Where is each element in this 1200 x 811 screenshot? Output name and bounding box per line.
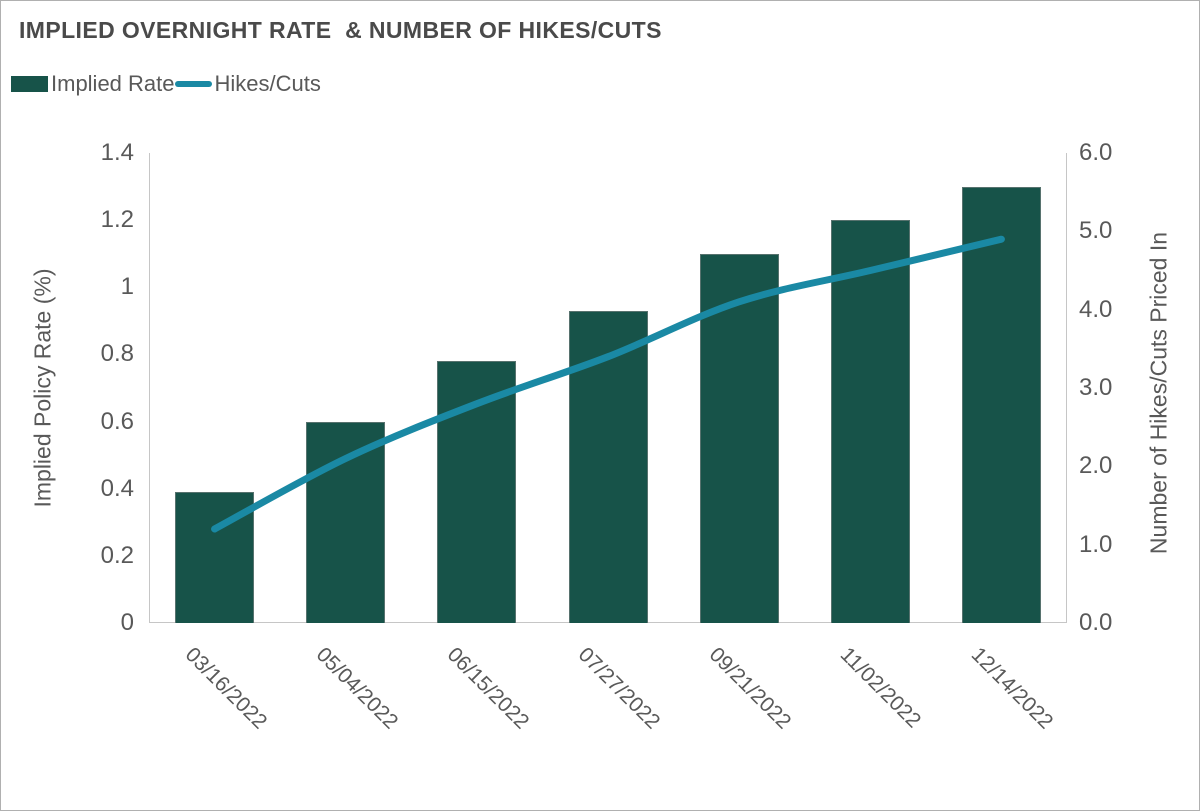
right-axis-tick: 0.0	[1079, 609, 1113, 636]
right-axis-tick: 2.0	[1079, 452, 1113, 480]
x-axis-tick: 09/21/2022	[704, 643, 796, 734]
left-axis-tick: 0.6	[100, 407, 134, 435]
right-axis-tick: 6.0	[1079, 139, 1113, 166]
legend-item-hikes-cuts: Hikes/Cuts	[174, 71, 321, 97]
line-series-hikes-cuts	[211, 235, 1005, 533]
x-axis-tick: 07/27/2022	[573, 643, 665, 734]
right-axis-tick: 3.0	[1079, 374, 1113, 401]
plot-area	[149, 153, 1067, 623]
left-axis-tick: 0.4	[100, 474, 134, 502]
hikes-cuts-swatch-icon	[174, 81, 212, 87]
right-axis-tick: 5.0	[1079, 217, 1113, 245]
right-axis-line	[1066, 153, 1067, 623]
left-axis-tick: 0	[120, 609, 134, 636]
x-axis-tick: 03/16/2022	[180, 643, 271, 734]
x-axis-tick: 05/04/2022	[311, 643, 403, 734]
left-axis-tick: 1.4	[100, 139, 134, 166]
left-axis-tick: 1	[120, 273, 134, 301]
x-axis-tick: 06/15/2022	[442, 643, 534, 734]
hikes-cuts-line-path	[211, 235, 1005, 533]
x-axis-tick: 11/02/2022	[836, 643, 926, 733]
legend: Implied Rate Hikes/Cuts	[11, 71, 321, 97]
chart-title: IMPLIED OVERNIGHT RATE & NUMBER OF HIKES…	[19, 17, 662, 43]
right-axis-tick: 1.0	[1079, 530, 1113, 558]
bar-implied-rate	[961, 186, 1041, 623]
left-axis-tick: 1.2	[100, 206, 134, 234]
implied-rate-swatch-icon	[11, 76, 48, 92]
legend-item-implied-rate: Implied Rate	[11, 71, 175, 97]
left-axis-title: Implied Policy Rate (%)	[29, 268, 56, 508]
legend-label-hikes-cuts: Hikes/Cuts	[214, 71, 321, 96]
legend-label-implied-rate: Implied Rate	[51, 71, 175, 96]
left-axis-tick: 0.2	[100, 541, 134, 569]
right-axis-title: Number of Hikes/Cuts Priced In	[1145, 231, 1172, 555]
left-axis-line	[149, 153, 150, 623]
bar-implied-rate	[830, 220, 910, 623]
right-axis-tick: 4.0	[1079, 295, 1113, 323]
left-axis-tick: 0.8	[100, 340, 134, 368]
x-axis-tick: 12/14/2022	[967, 643, 1058, 734]
